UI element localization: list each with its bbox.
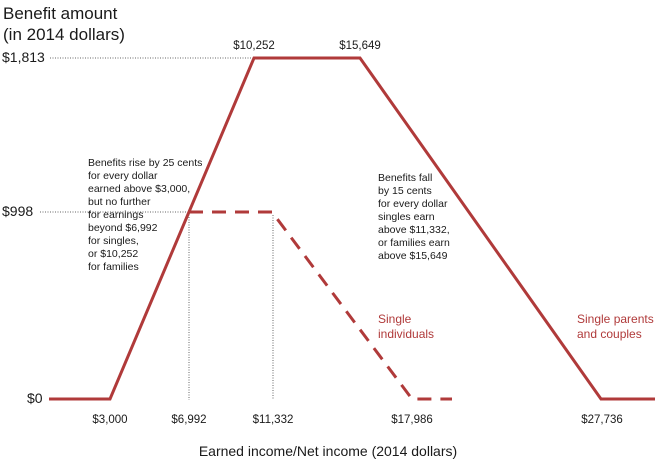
x-tick-27736: $27,736 xyxy=(581,414,623,426)
legend-single-individuals: Single individuals xyxy=(378,312,435,341)
x-tick-17986: $17,986 xyxy=(391,414,433,426)
x-tick-11332: $11,332 xyxy=(252,414,294,426)
y-tick-0: $0 xyxy=(27,390,43,406)
x-tick-6992: $6,992 xyxy=(171,414,207,426)
top-label-10252: $10,252 xyxy=(233,40,275,52)
annotation-benefits-fall: Benefits fall by 15 cents for every doll… xyxy=(378,172,450,262)
y-axis-title: Benefit amount (in 2014 dollars) xyxy=(3,4,125,44)
x-axis-title: Earned income/Net income (2014 dollars) xyxy=(198,443,458,459)
legend-single-parents-couples: Single parents and couples xyxy=(577,312,654,341)
y-tick-1813: $1,813 xyxy=(2,49,45,65)
annotation-benefits-rise: Benefits rise by 25 cents for every doll… xyxy=(88,157,203,273)
y-tick-998: $998 xyxy=(2,203,34,219)
x-tick-3000: $3,000 xyxy=(92,414,128,426)
series-line-single-parents-couples xyxy=(49,56,655,401)
top-label-15649: $15,649 xyxy=(339,40,381,52)
